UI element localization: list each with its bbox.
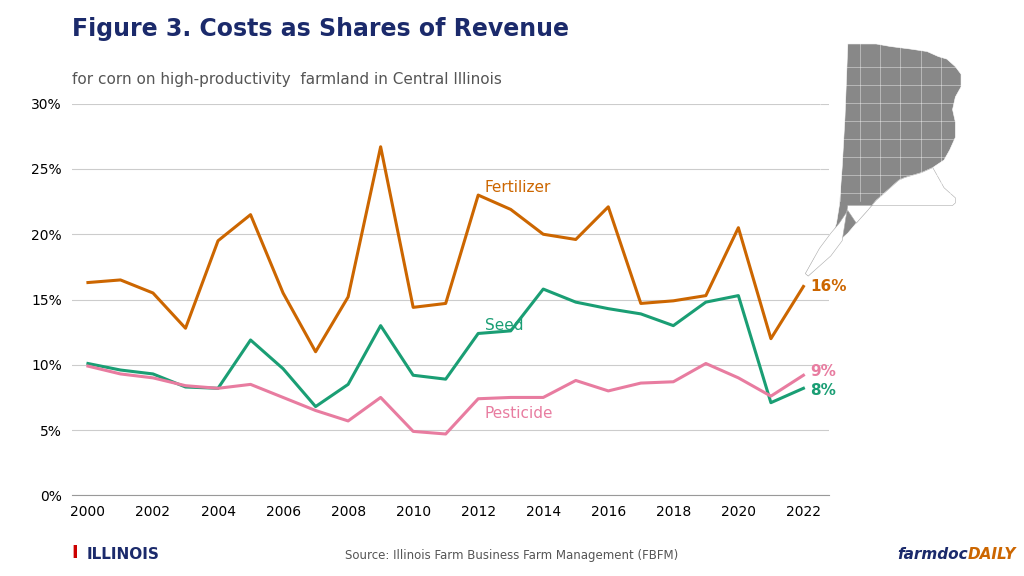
- Polygon shape: [805, 44, 962, 276]
- Text: Source: Illinois Farm Business Farm Management (FBFM): Source: Illinois Farm Business Farm Mana…: [345, 548, 679, 562]
- Text: 16%: 16%: [810, 279, 847, 294]
- Polygon shape: [805, 168, 955, 276]
- Text: 9%: 9%: [810, 364, 836, 379]
- Text: DAILY: DAILY: [968, 547, 1016, 562]
- Text: I: I: [72, 544, 78, 562]
- Text: Figure 3. Costs as Shares of Revenue: Figure 3. Costs as Shares of Revenue: [72, 17, 568, 41]
- Text: Pesticide: Pesticide: [484, 406, 553, 421]
- Text: 8%: 8%: [810, 384, 836, 399]
- Text: Seed: Seed: [484, 317, 523, 332]
- Text: ILLINOIS: ILLINOIS: [87, 547, 160, 562]
- Text: for corn on high-productivity  farmland in Central Illinois: for corn on high-productivity farmland i…: [72, 72, 502, 87]
- Text: Fertilizer: Fertilizer: [484, 180, 551, 195]
- Text: farmdoc: farmdoc: [897, 547, 968, 562]
